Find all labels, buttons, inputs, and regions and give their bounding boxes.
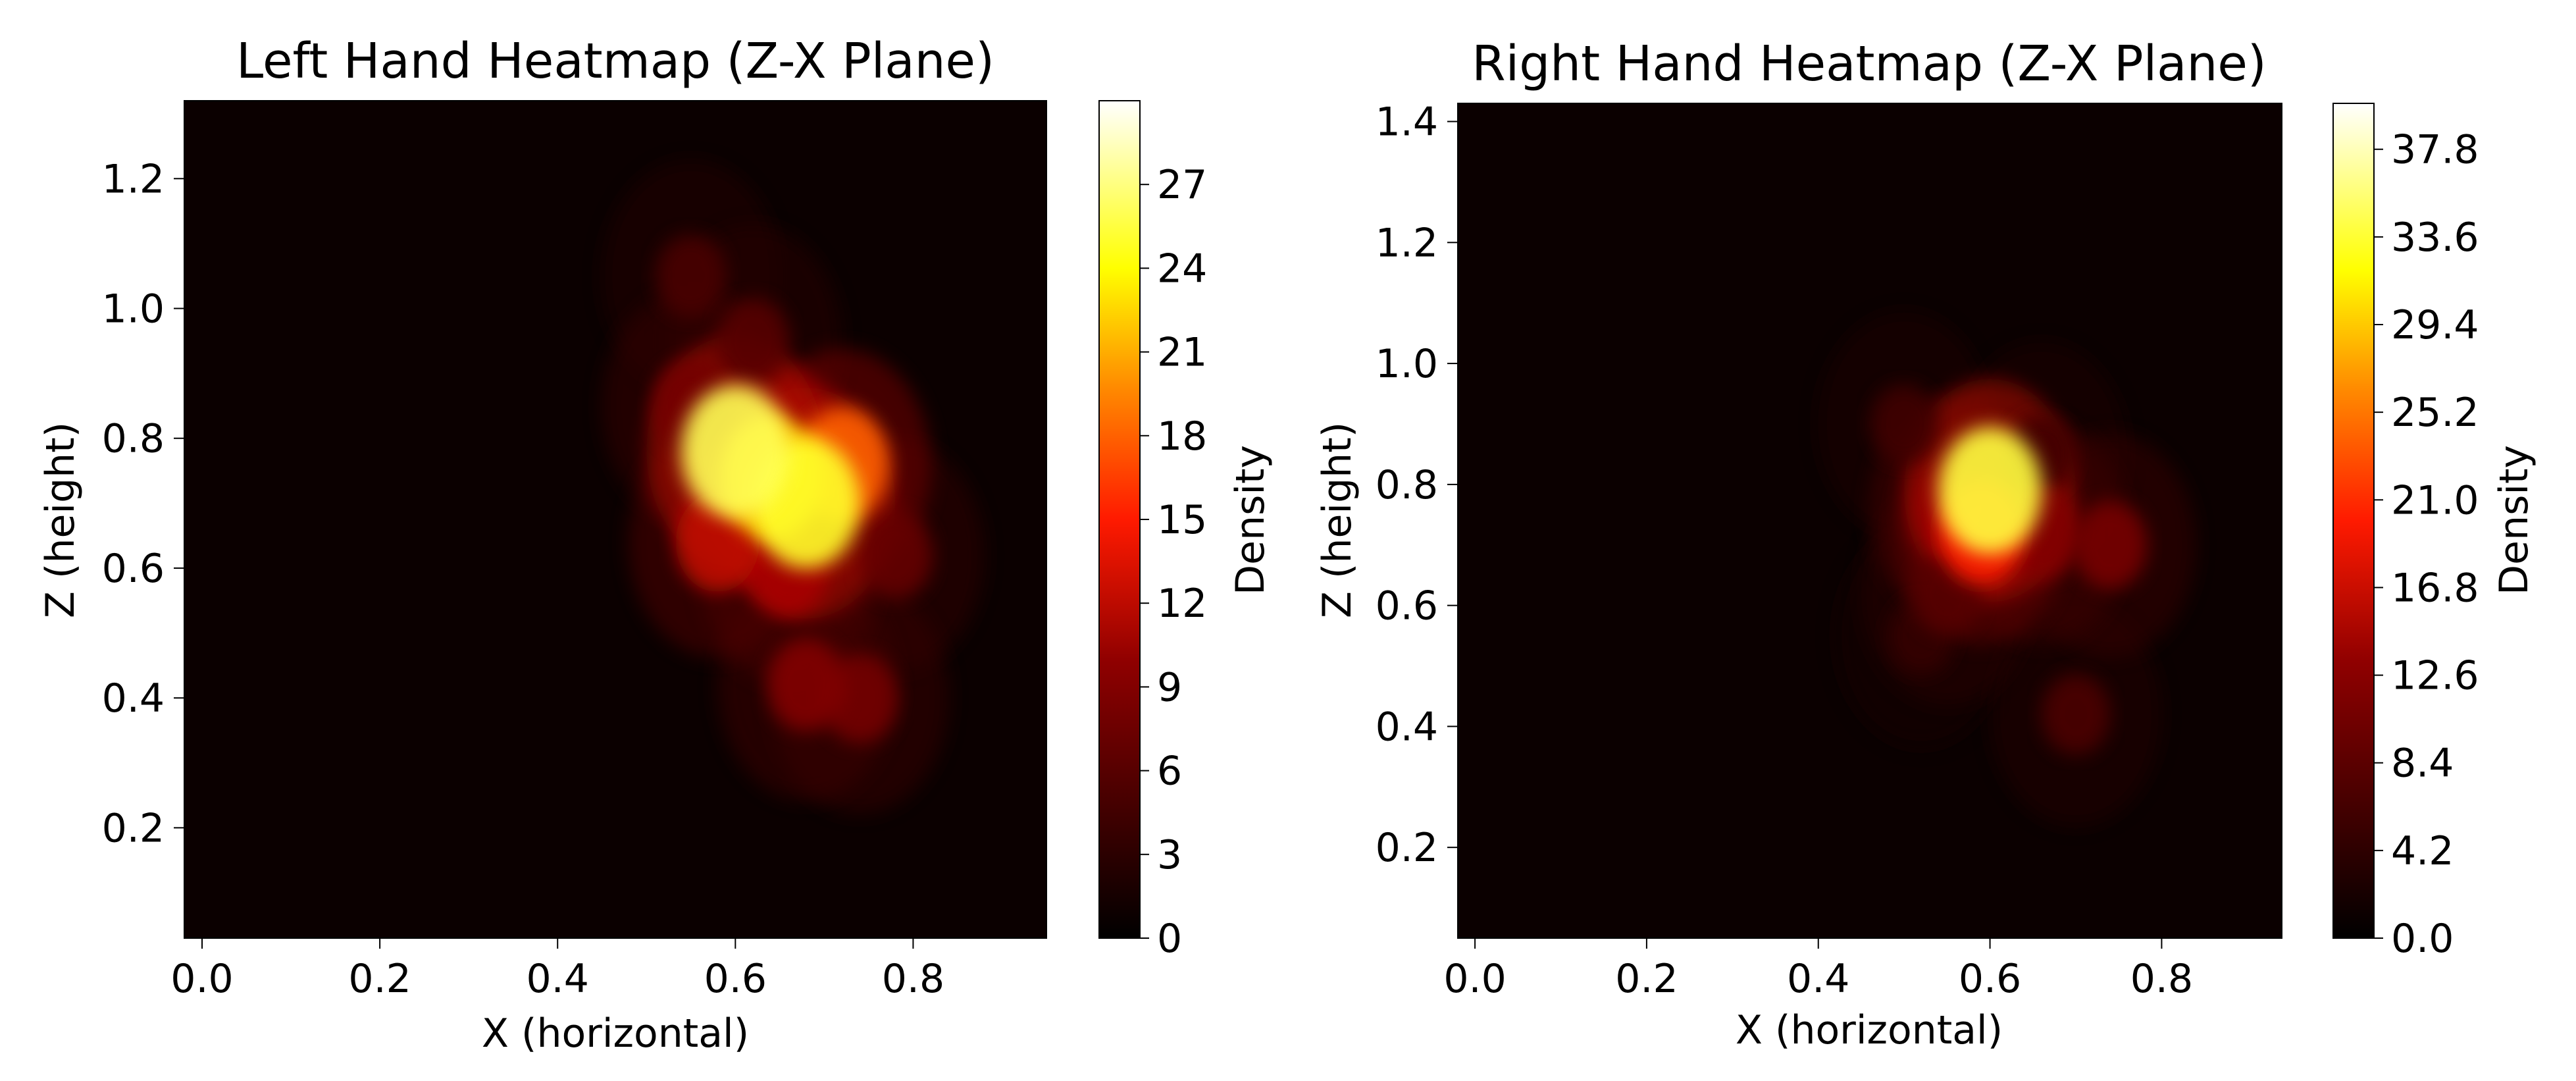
left-x-tick-label: 0.8 (882, 956, 944, 1002)
right-y-tick-label: 0.2 (1376, 825, 1438, 871)
right-y-tick-label: 1.4 (1376, 99, 1438, 145)
left-y-tick-label: 1.2 (102, 156, 165, 202)
right-colorbar-tick-label: 29.4 (2391, 302, 2479, 348)
left-y-axis: 0.2 0.4 0.6 0.8 1.0 1.2 (102, 156, 184, 851)
right-x-axis: 0.0 0.2 0.4 0.6 0.8 (1443, 938, 2193, 1002)
right-y-tick-label: 0.6 (1376, 583, 1438, 629)
right-x-tick-label: 0.4 (1787, 956, 1849, 1002)
left-colorbar-tick-label: 18 (1157, 413, 1207, 460)
left-colorbar-label: Density (1227, 445, 1274, 595)
left-x-axis-label: X (horizontal) (482, 1011, 749, 1057)
right-colorbar-tick-label: 16.8 (2391, 565, 2479, 611)
right-x-tick-label: 0.6 (1959, 956, 2021, 1002)
right-x-tick-label: 0.2 (1615, 956, 1678, 1002)
right-y-axis-label: Z (height) (1314, 422, 1360, 618)
right-y-tick-label: 0.8 (1376, 462, 1438, 508)
right-colorbar-gradient (2332, 103, 2375, 939)
left-hotspot (767, 639, 846, 731)
right-x-tick-label: 0.8 (2130, 956, 2193, 1002)
right-x-axis-label: X (horizontal) (1736, 1007, 2003, 1053)
right-chart-title: Right Hand Heatmap (Z-X Plane) (1472, 36, 2267, 92)
left-chart-title: Left Hand Heatmap (Z-X Plane) (236, 33, 994, 90)
right-colorbar-tick-label: 0.0 (2391, 916, 2454, 962)
left-hotspot (681, 384, 790, 518)
right-x-tick-label: 0.0 (1443, 956, 1506, 1002)
right-colorbar-tick-label: 8.4 (2391, 741, 2454, 787)
left-colorbar-tick-label: 3 (1157, 832, 1182, 878)
right-colorbar-tick-label: 12.6 (2391, 653, 2479, 699)
left-x-tick-label: 0.2 (348, 956, 411, 1002)
left-x-tick-label: 0.4 (527, 956, 589, 1002)
left-colorbar-tick-label: 24 (1157, 246, 1207, 292)
right-colorbar-label: Density (2491, 445, 2537, 595)
left-x-tick-label: 0.6 (704, 956, 767, 1002)
left-y-axis-label: Z (height) (38, 422, 84, 618)
right-colorbar-tick-label: 21.0 (2391, 477, 2479, 523)
left-colorbar: 0 3 6 9 12 15 18 21 24 27 (1098, 100, 1207, 962)
left-heatmap-density (602, 160, 985, 814)
left-x-tick-label: 0.0 (170, 956, 233, 1002)
left-hotspot (858, 511, 933, 599)
left-x-axis: 0.0 0.2 0.4 0.6 0.8 (170, 938, 944, 1002)
right-colorbar-tick-label: 25.2 (2391, 390, 2479, 436)
left-y-tick-label: 1.0 (102, 286, 165, 332)
left-hotspot (655, 234, 727, 318)
right-plot-area (1457, 103, 2282, 939)
left-colorbar-tick-label: 9 (1157, 664, 1182, 710)
right-chart: Right Hand Heatmap (Z-X Plane) 0.0 0.2 0.4… (1314, 36, 2537, 1053)
right-colorbar: 0.0 4.2 8.4 12.6 16.8 21.0 25.2 29.4 33.6 37.8 (2332, 103, 2479, 962)
left-colorbar-tick-label: 0 (1157, 916, 1182, 962)
left-y-tick-label: 0.8 (102, 416, 165, 462)
left-colorbar-tick-label: 6 (1157, 749, 1182, 795)
right-hotspot (1870, 384, 1938, 463)
left-colorbar-tick-label: 12 (1157, 581, 1207, 627)
right-colorbar-tick-label: 37.8 (2391, 127, 2479, 173)
left-colorbar-tick-label: 15 (1157, 497, 1207, 543)
left-colorbar-gradient (1098, 100, 1141, 939)
left-y-tick-label: 0.4 (102, 675, 165, 722)
right-hotspot (2041, 673, 2111, 755)
left-hotspot (716, 298, 790, 384)
right-y-tick-label: 0.4 (1376, 704, 1438, 750)
left-plot-area (184, 100, 1047, 939)
right-plot-frame (1457, 103, 2282, 939)
left-chart: Left Hand Heatmap (Z-X Plane) 0.0 0.2 0.4 0… (38, 33, 1274, 1057)
right-hotspot (2073, 501, 2148, 589)
right-heatmap-density (1818, 312, 2196, 826)
right-y-axis: 0.2 0.4 0.6 0.8 1.0 1.2 1.4 (1376, 99, 1458, 871)
right-y-tick-label: 1.0 (1376, 341, 1438, 387)
left-colorbar-tick-label: 21 (1157, 330, 1207, 376)
left-plot-frame (184, 100, 1047, 939)
right-hotspot (1938, 427, 2042, 554)
right-colorbar-tick-label: 4.2 (2391, 828, 2454, 874)
right-y-tick-label: 1.2 (1376, 220, 1438, 266)
left-colorbar-tick-label: 27 (1157, 162, 1207, 208)
left-y-tick-label: 0.6 (102, 546, 165, 592)
right-colorbar-tick-label: 33.6 (2391, 215, 2479, 261)
left-y-tick-label: 0.2 (102, 805, 165, 851)
